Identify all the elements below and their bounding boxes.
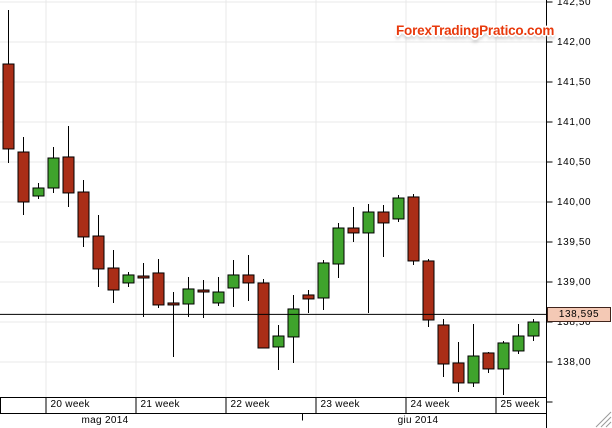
week-label: 21 week bbox=[140, 399, 180, 410]
price-tick-label: 142,50 bbox=[557, 0, 592, 8]
resize-handle-icon[interactable] bbox=[594, 410, 612, 428]
price-tick-label: 138,00 bbox=[557, 356, 592, 368]
price-tick-label: 140,00 bbox=[557, 196, 592, 208]
price-tick-label: 138,50 bbox=[557, 316, 592, 328]
price-tick-label: 141,50 bbox=[557, 76, 592, 88]
month-label: mag 2014 bbox=[81, 415, 129, 426]
week-label: 24 week bbox=[410, 399, 450, 410]
week-label: 23 week bbox=[320, 399, 360, 410]
price-tick-label: 141,00 bbox=[557, 116, 592, 128]
week-label: 20 week bbox=[50, 399, 90, 410]
week-label: 25 week bbox=[500, 399, 540, 410]
current-price-tag: 138,595 bbox=[547, 306, 611, 322]
watermark-text: ForexTradingPratico.com bbox=[396, 23, 555, 38]
price-tick-label: 142,00 bbox=[557, 36, 592, 48]
price-tick-label: 139,50 bbox=[557, 236, 592, 248]
month-label: giu 2014 bbox=[397, 415, 439, 426]
price-tick-label: 139,00 bbox=[557, 276, 592, 288]
price-tick-label: 140,50 bbox=[557, 156, 592, 168]
week-label: 22 week bbox=[230, 399, 270, 410]
